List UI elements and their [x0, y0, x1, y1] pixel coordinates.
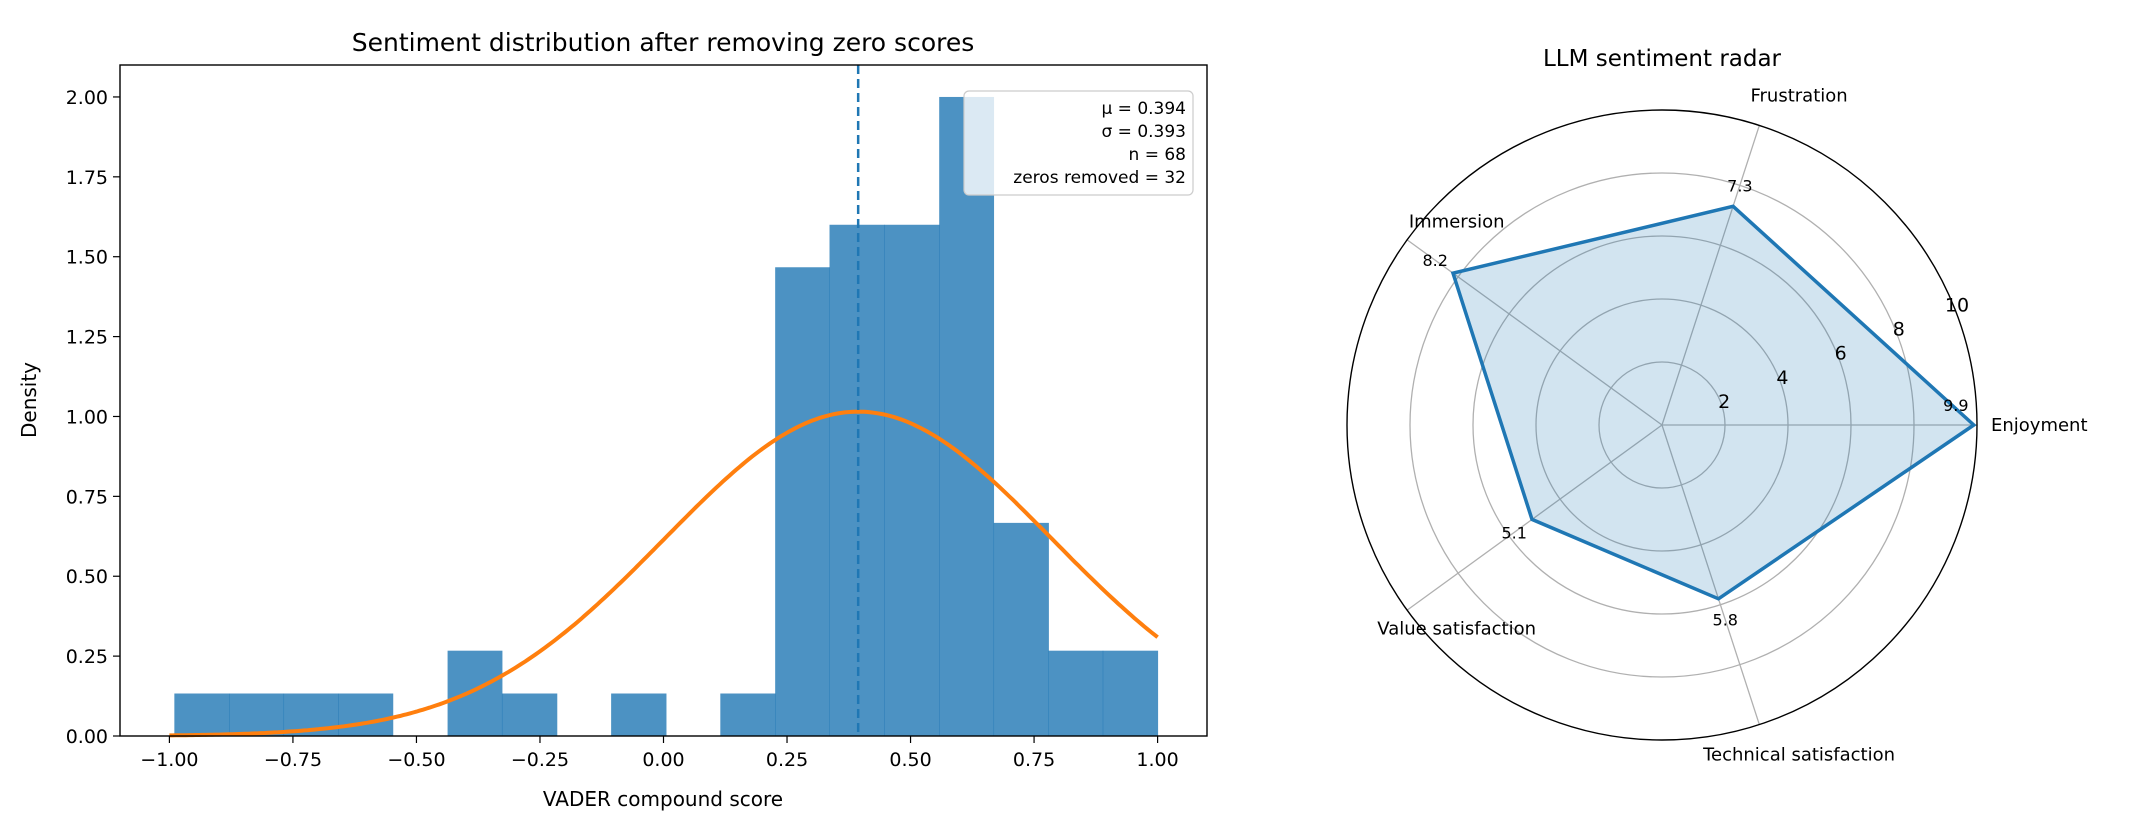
- category-label: Frustration: [1750, 85, 1847, 106]
- radial-tick-label: 2: [1718, 391, 1730, 413]
- radar-title: LLM sentiment radar: [1543, 46, 1782, 72]
- value-label: 8.2: [1422, 251, 1447, 270]
- category-label: Immersion: [1409, 211, 1505, 232]
- histogram-title: Sentiment distribution after removing ze…: [352, 28, 975, 57]
- value-label: 5.1: [1501, 523, 1526, 542]
- angular-grid-line: [1661, 125, 1760, 426]
- value-label: 5.8: [1713, 611, 1738, 630]
- radar-chart: LLM sentiment radar 2 4 6 8 10 Enjoyment Frust…: [1346, 46, 2088, 766]
- polar-spine: [1346, 109, 1978, 741]
- value-label: 7.3: [1727, 176, 1752, 195]
- histogram-ylabel: Density: [17, 362, 41, 438]
- radial-tick-label: 4: [1776, 367, 1788, 389]
- histogram-bar: [447, 650, 503, 736]
- x-tick-label: −0.50: [387, 749, 445, 771]
- x-tick-label: −0.75: [264, 749, 322, 771]
- stats-box: [963, 90, 1194, 196]
- x-tick-label: 1.00: [1136, 749, 1178, 771]
- histogram-bar: [1048, 650, 1104, 736]
- category-label: Technical satisfaction: [1702, 745, 1895, 766]
- stats-line: zeros removed = 32: [1013, 168, 1186, 188]
- y-tick-label: 0.75: [66, 486, 108, 508]
- histogram-bar: [338, 693, 394, 736]
- angular-grid-line: [1406, 424, 1663, 611]
- normal-fit-curve: [169, 409, 1159, 738]
- histogram-chart: Sentiment distribution after removing ze…: [17, 28, 1208, 811]
- radial-tick-label: 6: [1835, 343, 1847, 365]
- stats-line: μ = 0.394: [1101, 99, 1186, 119]
- histogram-bar: [611, 693, 667, 736]
- y-tick-label: 1.50: [66, 247, 108, 269]
- y-tick-label: 0.50: [66, 566, 108, 588]
- y-tick-label: 1.75: [66, 167, 108, 189]
- x-tick-label: −0.25: [511, 749, 569, 771]
- histogram-bar: [501, 693, 558, 736]
- radial-tick-label: 8: [1893, 319, 1905, 341]
- histogram-bar: [720, 693, 776, 736]
- category-label: Enjoyment: [1991, 415, 2088, 436]
- histogram-bar: [174, 693, 230, 736]
- angular-grid-line: [1406, 239, 1663, 426]
- histogram-bar: [1102, 650, 1159, 736]
- y-tick-label: 1.25: [66, 327, 108, 349]
- y-tick-label: 1.00: [66, 406, 108, 428]
- stats-line: σ = 0.393: [1102, 122, 1187, 142]
- value-label: 9.9: [1943, 396, 1968, 415]
- radial-tick-label: 10: [1945, 294, 1969, 316]
- histogram-xlabel: VADER compound score: [543, 787, 783, 811]
- radar-fill: [1453, 206, 1974, 599]
- category-label: Value satisfaction: [1377, 619, 1536, 640]
- y-tick-label: 2.00: [66, 87, 108, 109]
- x-tick-label: 0.25: [766, 749, 808, 771]
- x-tick-label: 0.75: [1013, 749, 1055, 771]
- histogram-bar: [993, 522, 1049, 736]
- radar-line: [1450, 204, 1977, 601]
- histogram-bar: [775, 267, 831, 736]
- histogram-bar: [884, 224, 940, 736]
- angular-grid-line: [1661, 424, 1760, 725]
- x-tick-label: 0.50: [889, 749, 931, 771]
- y-tick-label: 0.25: [66, 646, 108, 668]
- histogram-bar: [229, 693, 285, 736]
- histogram-bar: [939, 96, 995, 736]
- x-tick-label: −1.00: [140, 749, 198, 771]
- y-tick-label: 0.00: [66, 726, 108, 748]
- stats-line: n = 68: [1129, 145, 1186, 165]
- x-tick-label: 0.00: [642, 749, 684, 771]
